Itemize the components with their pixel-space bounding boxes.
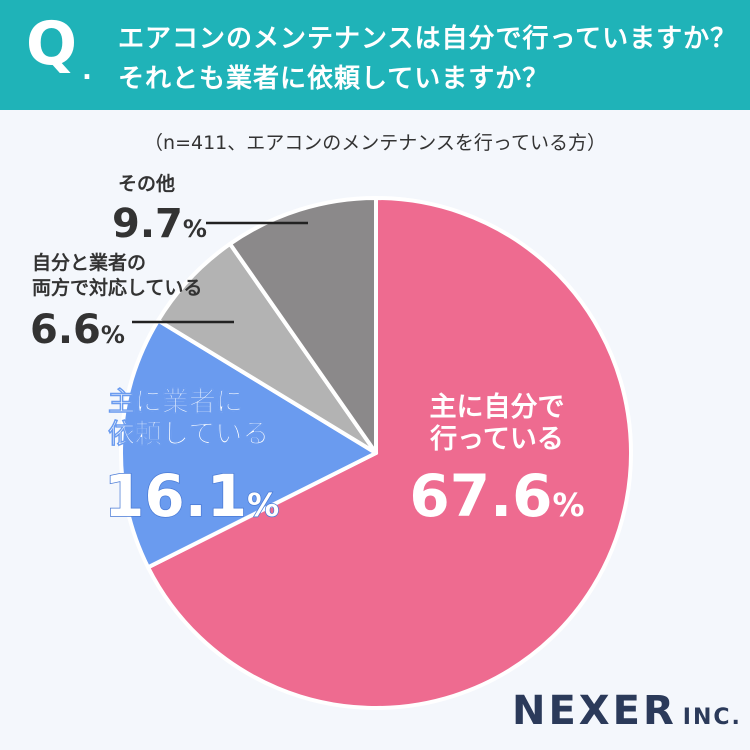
slice-unit-both: % <box>101 321 125 349</box>
sample-size-note: （n=411、エアコンのメンテナンスを行っている方） <box>144 132 606 154</box>
slice-value-contractor: 16.1% <box>104 462 279 530</box>
slice-value-both: 6.6% <box>30 307 125 353</box>
slice-unit-other: % <box>183 215 207 243</box>
slice-unit-contractor: % <box>247 486 279 524</box>
slice-label-contractor-2: 依頼している <box>108 419 269 450</box>
q-mark: Q <box>26 9 78 79</box>
logo-suffix: INC. <box>682 705 742 730</box>
pie-slice-other <box>228 196 378 455</box>
slice-label-other-1: その他 <box>118 172 175 195</box>
nexer-logo: NEXER INC. <box>512 688 742 734</box>
slice-label-both-2: 両方で対応している <box>32 276 202 299</box>
question-line-2: それとも業者に依頼していますか？ <box>118 64 550 94</box>
q-dot: . <box>82 56 92 86</box>
slice-unit-self: % <box>553 486 585 524</box>
logo-name: NEXER <box>512 688 677 734</box>
slice-value-other: 9.7% <box>112 201 207 247</box>
slice-label-both-1: 自分と業者の <box>32 251 146 274</box>
slice-label-self-2: 行っている <box>429 423 564 455</box>
pie-slice-contractor <box>119 318 378 570</box>
slice-label-contractor-1: 主に業者に <box>108 387 243 418</box>
question-header: Q . エアコンのメンテナンスは自分で行っていますか？ それとも業者に依頼してい… <box>0 0 750 110</box>
slice-label-self-1: 主に自分で <box>430 391 565 423</box>
pie-slice-self <box>146 196 633 710</box>
question-line-1: エアコンのメンテナンスは自分で行っていますか？ <box>118 24 738 54</box>
